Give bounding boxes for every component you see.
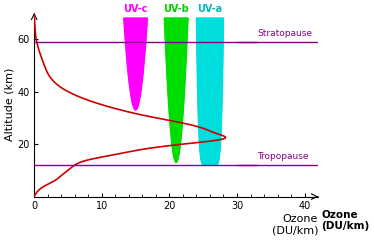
Text: UV-c: UV-c bbox=[123, 4, 148, 14]
Text: UV-a: UV-a bbox=[197, 4, 223, 14]
Text: Tropopause: Tropopause bbox=[257, 152, 309, 161]
Polygon shape bbox=[124, 18, 147, 110]
Text: UV-b: UV-b bbox=[163, 4, 189, 14]
Y-axis label: Altitude (km): Altitude (km) bbox=[4, 68, 14, 141]
Polygon shape bbox=[196, 18, 224, 165]
X-axis label: Ozone
(DU/km): Ozone (DU/km) bbox=[272, 214, 318, 236]
Polygon shape bbox=[164, 18, 188, 162]
Text: Stratopause: Stratopause bbox=[257, 29, 312, 38]
Text: Ozone
(DU/km): Ozone (DU/km) bbox=[322, 210, 370, 231]
